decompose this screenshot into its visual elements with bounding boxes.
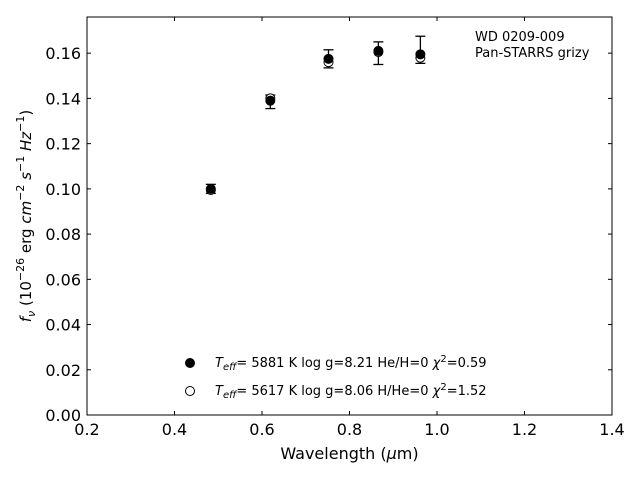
legend-entry-1: Teff= 5881 K log g=8.21 He/H=0 χ2=0.59 (215, 354, 487, 373)
x-tick-label: 1.2 (512, 420, 537, 439)
data-point-filled (373, 45, 384, 56)
x-tick-label: 0.2 (74, 420, 99, 439)
y-tick-label: 0.00 (45, 406, 81, 425)
y-tick-label: 0.14 (45, 89, 81, 108)
plot-area (86, 16, 613, 416)
data-point-filled (205, 183, 216, 194)
annotation-survey: Pan-STARRS grizy (475, 46, 590, 61)
data-point-filled (265, 95, 276, 106)
data-point-filled (323, 53, 334, 64)
legend-marker-filled (185, 358, 195, 368)
y-tick-label: 0.08 (45, 225, 81, 244)
x-tick-label: 1.0 (424, 420, 449, 439)
annotation-object-name: WD 0209-009 (475, 30, 565, 45)
legend-marker-open (185, 386, 195, 396)
y-tick-label: 0.12 (45, 135, 81, 154)
y-tick-label: 0.10 (45, 180, 81, 199)
y-tick-label: 0.06 (45, 270, 81, 289)
y-tick-label: 0.04 (45, 316, 81, 335)
y-tick-label: 0.02 (45, 361, 81, 380)
data-point-filled (415, 49, 426, 60)
x-tick-label: 0.8 (337, 420, 362, 439)
x-tick-label: 0.4 (162, 420, 187, 439)
legend-entry-2: Teff= 5617 K log g=8.06 H/He=0 χ2=1.52 (215, 382, 487, 401)
data-points (205, 45, 426, 195)
x-tick-label: 0.6 (249, 420, 274, 439)
y-tick-label: 0.16 (45, 44, 81, 63)
x-axis-label: Wavelength (μm) (280, 444, 418, 463)
x-tick-label: 1.4 (599, 420, 624, 439)
axis-ticks: 0.2 0.4 0.6 0.8 1.0 1.2 1.4 0.00 0.02 0.04 0.06 0.0… (45, 17, 625, 439)
y-axis-label: fν (10−26 erg cm−2 s−1 Hz−1) (14, 110, 38, 323)
legend: Teff= 5881 K log g=8.21 He/H=0 χ2=0.59 T… (185, 354, 487, 401)
